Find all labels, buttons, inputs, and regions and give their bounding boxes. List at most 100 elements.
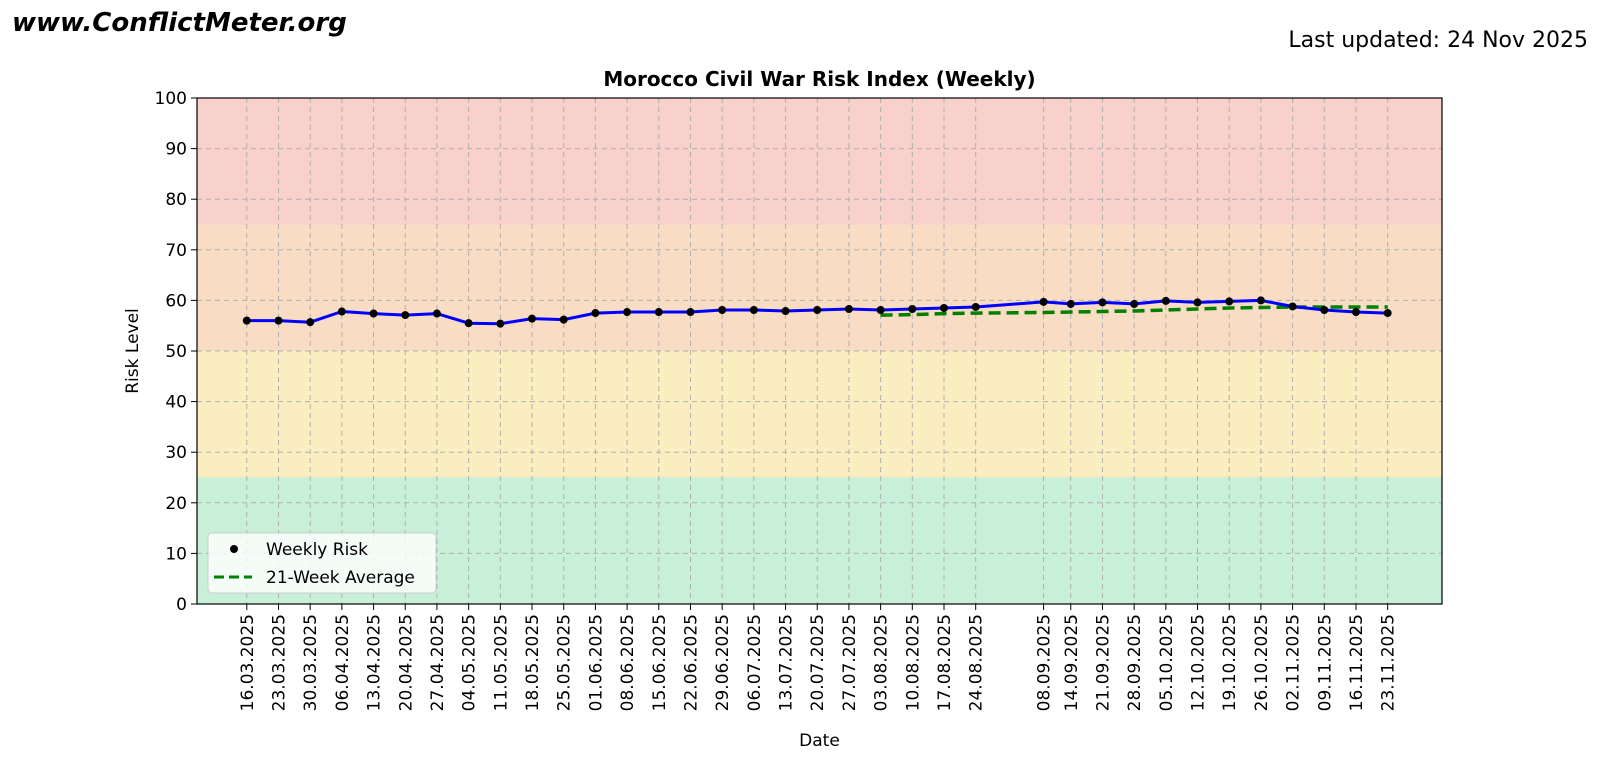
x-axis-label: Date — [799, 731, 840, 751]
x-tick-label: 13.07.2025 — [777, 614, 797, 711]
weekly-risk-point — [654, 308, 663, 317]
weekly-risk-point — [1098, 298, 1107, 307]
x-tick-label: 11.05.2025 — [491, 614, 511, 711]
chart-title: Morocco Civil War Risk Index (Weekly) — [603, 67, 1035, 91]
legend-label-weekly: Weekly Risk — [266, 540, 368, 560]
site-logo-text: www.ConflictMeter.org — [12, 8, 347, 38]
y-tick-label: 80 — [165, 190, 187, 210]
x-tick-label: 29.06.2025 — [713, 614, 733, 711]
weekly-risk-point — [1320, 306, 1329, 315]
x-tick-label: 27.04.2025 — [428, 614, 448, 711]
x-tick-label: 09.11.2025 — [1315, 614, 1335, 711]
weekly-risk-point — [813, 306, 822, 315]
x-tick-label: 23.03.2025 — [269, 614, 289, 711]
weekly-risk-line — [246, 298, 1388, 326]
weekly-risk-point — [908, 305, 917, 314]
risk-band-3 — [197, 98, 1442, 225]
x-tick-label: 20.07.2025 — [808, 614, 828, 711]
legend: Weekly Risk 21-Week Average — [207, 532, 437, 594]
y-tick-label: 20 — [165, 494, 187, 514]
y-tick-label: 30 — [165, 443, 187, 463]
weekly-risk-point — [528, 314, 537, 323]
x-tick-label: 16.11.2025 — [1347, 614, 1367, 711]
weekly-risk-point — [401, 311, 410, 320]
weekly-risk-point — [876, 306, 885, 315]
x-tick-label: 13.04.2025 — [365, 614, 385, 711]
x-tick-label: 19.10.2025 — [1220, 614, 1240, 711]
x-tick-label: 02.11.2025 — [1284, 614, 1304, 711]
y-axis-ticks: 0 10 20 30 40 50 60 70 80 90 100 — [155, 89, 197, 615]
weekly-risk-point — [274, 316, 283, 325]
weekly-risk-point — [718, 306, 727, 315]
y-tick-label: 50 — [165, 342, 187, 362]
weekly-risk-point — [464, 319, 473, 328]
x-tick-label: 18.05.2025 — [523, 614, 543, 711]
x-tick-label: 25.05.2025 — [555, 614, 575, 711]
weekly-risk-point — [432, 309, 441, 318]
x-tick-label: 05.10.2025 — [1157, 614, 1177, 711]
x-tick-label: 28.09.2025 — [1125, 614, 1145, 711]
x-tick-label: 16.03.2025 — [238, 614, 258, 711]
legend-label-average: 21-Week Average — [266, 568, 415, 588]
weekly-risk-point — [1383, 309, 1392, 318]
x-tick-label: 30.03.2025 — [301, 614, 321, 711]
weekly-risk-points — [242, 296, 1392, 328]
weekly-risk-point — [591, 309, 600, 318]
x-tick-label: 06.04.2025 — [333, 614, 353, 711]
average-series — [880, 305, 1388, 317]
y-tick-label: 100 — [155, 89, 187, 109]
y-tick-label: 40 — [165, 393, 187, 413]
average-line — [880, 305, 1388, 317]
weekly-risk-point — [337, 307, 346, 316]
y-axis-label: Risk Level — [123, 308, 143, 394]
x-tick-label: 26.10.2025 — [1252, 614, 1272, 711]
y-tick-label: 10 — [165, 544, 187, 564]
weekly-risk-point — [781, 307, 790, 316]
weekly-risk-point — [369, 309, 378, 318]
x-tick-label: 24.08.2025 — [967, 614, 987, 711]
weekly-risk-point — [1288, 302, 1297, 311]
x-tick-label: 27.07.2025 — [840, 614, 860, 711]
x-tick-label: 23.11.2025 — [1379, 614, 1399, 711]
legend-box — [207, 532, 437, 594]
x-tick-label: 08.09.2025 — [1035, 614, 1055, 711]
y-tick-label: 90 — [165, 140, 187, 160]
x-tick-label: 08.06.2025 — [618, 614, 638, 711]
weekly-risk-point — [496, 319, 505, 328]
x-axis-ticks: 16.03.2025 23.03.2025 30.03.2025 06.04.2025… — [238, 604, 1399, 711]
x-tick-label: 03.08.2025 — [872, 614, 892, 711]
weekly-risk-point — [242, 316, 251, 325]
y-tick-label: 70 — [165, 241, 187, 261]
weekly-risk-point — [686, 308, 695, 317]
weekly-risk-point — [940, 303, 948, 312]
weekly-risk-point — [1130, 299, 1139, 308]
x-tick-label: 10.08.2025 — [903, 614, 923, 711]
weekly-risk-point — [971, 302, 980, 311]
weekly-risk-point — [1225, 297, 1234, 306]
risk-band-1 — [197, 351, 1442, 478]
x-tick-label: 06.07.2025 — [745, 614, 765, 711]
weekly-risk-point — [559, 315, 568, 324]
weekly-risk-point — [306, 318, 315, 327]
weekly-risk-point — [749, 306, 758, 315]
weekly-risk-point — [1351, 308, 1360, 317]
last-updated-text: Last updated: 24 Nov 2025 — [1288, 28, 1588, 53]
weekly-risk-point — [1193, 298, 1202, 307]
weekly-risk-series — [246, 298, 1388, 326]
risk-bands — [197, 98, 1442, 604]
weekly-risk-point — [623, 308, 632, 317]
y-tick-label: 60 — [165, 291, 187, 311]
weekly-risk-point — [1039, 297, 1048, 306]
weekly-risk-point — [1066, 299, 1075, 308]
risk-band-2 — [197, 224, 1442, 351]
x-tick-label: 12.10.2025 — [1189, 614, 1209, 711]
x-tick-label: 01.06.2025 — [586, 614, 606, 711]
x-tick-label: 14.09.2025 — [1062, 614, 1082, 711]
x-tick-label: 22.06.2025 — [681, 614, 701, 711]
x-tick-label: 17.08.2025 — [935, 614, 955, 711]
x-tick-label: 04.05.2025 — [460, 614, 480, 711]
weekly-risk-point — [1161, 296, 1170, 305]
y-tick-label: 0 — [176, 595, 187, 615]
legend-weekly-marker — [230, 545, 238, 553]
